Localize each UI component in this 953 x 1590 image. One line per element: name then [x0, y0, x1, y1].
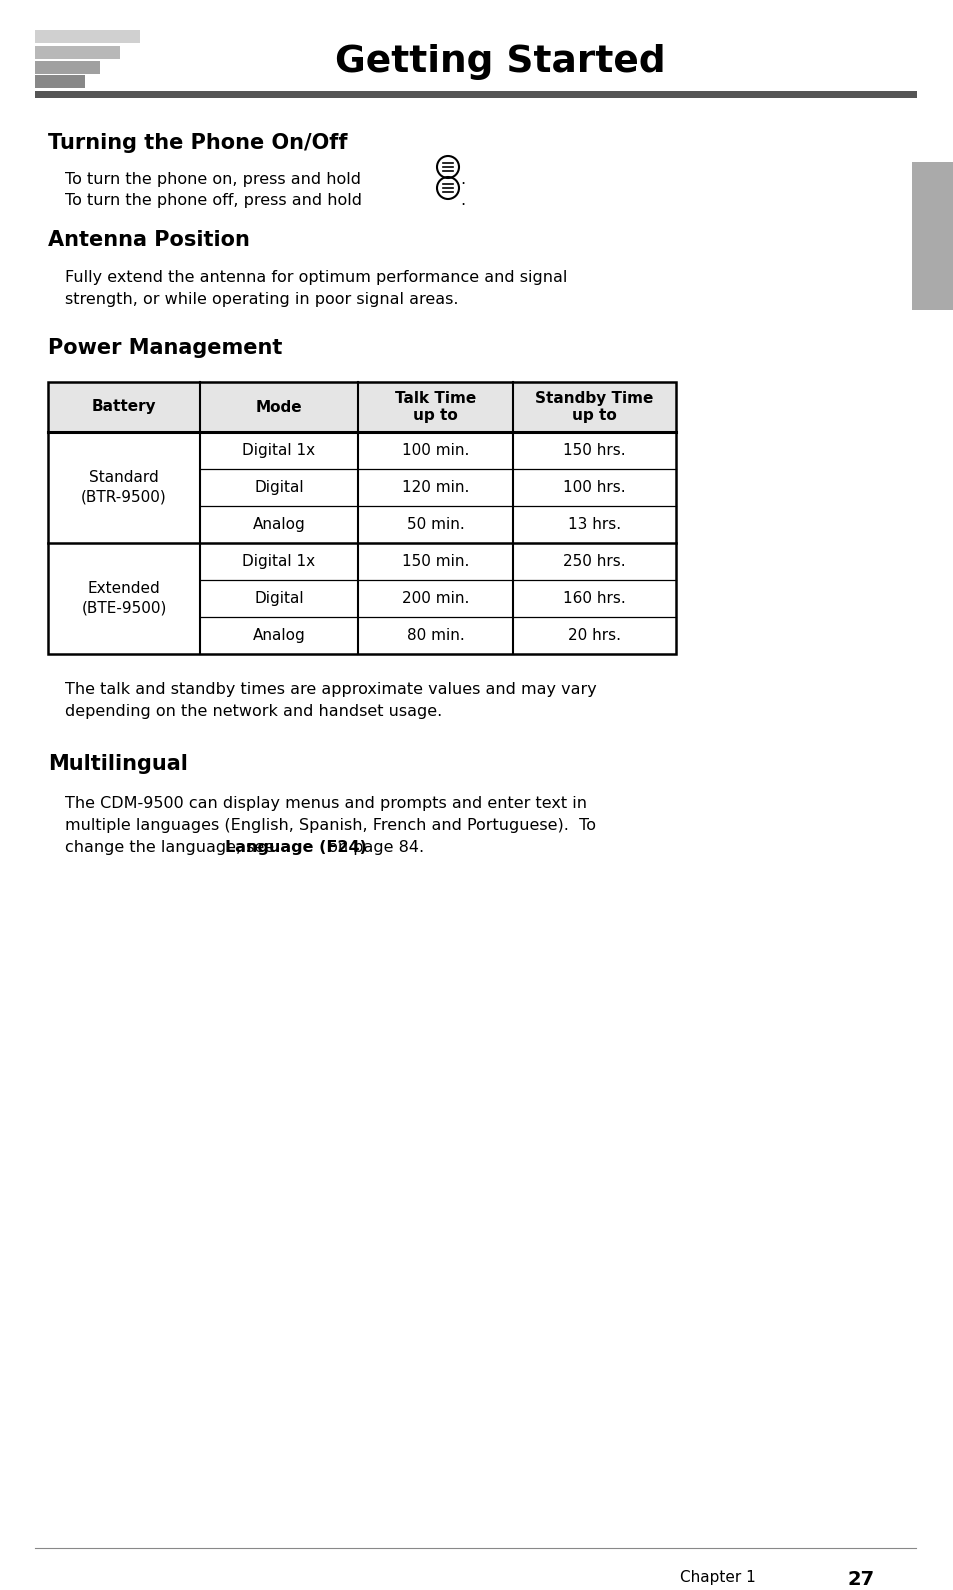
Text: depending on the network and handset usage.: depending on the network and handset usa… — [65, 704, 442, 719]
Bar — [35, 30, 140, 43]
Text: 80 min.: 80 min. — [406, 628, 464, 642]
Text: 100 min.: 100 min. — [401, 444, 469, 458]
Text: 200 min.: 200 min. — [401, 591, 469, 606]
Text: Standby Time
up to: Standby Time up to — [535, 391, 653, 423]
Text: Digital: Digital — [253, 591, 303, 606]
Text: Antenna Position: Antenna Position — [48, 231, 250, 250]
Bar — [35, 46, 120, 59]
Bar — [35, 60, 100, 75]
Text: Digital: Digital — [253, 480, 303, 494]
Text: Talk Time
up to: Talk Time up to — [395, 391, 476, 423]
Text: 150 hrs.: 150 hrs. — [562, 444, 625, 458]
Text: .: . — [459, 172, 465, 188]
Text: 20 hrs.: 20 hrs. — [567, 628, 620, 642]
Text: multiple languages (English, Spanish, French and Portuguese).  To: multiple languages (English, Spanish, Fr… — [65, 817, 596, 833]
Text: Power Management: Power Management — [48, 339, 282, 358]
Text: Turning the Phone On/Off: Turning the Phone On/Off — [48, 134, 347, 153]
Text: 150 min.: 150 min. — [401, 553, 469, 569]
Text: To turn the phone on, press and hold: To turn the phone on, press and hold — [65, 172, 360, 188]
Text: Chapter 1: Chapter 1 — [679, 1569, 755, 1585]
Text: Analog: Analog — [253, 628, 305, 642]
Text: change the language, see: change the language, see — [65, 840, 279, 855]
Bar — [35, 75, 85, 87]
Bar — [48, 382, 676, 432]
Text: on page 84.: on page 84. — [322, 840, 423, 855]
Text: Battery: Battery — [91, 399, 156, 415]
Bar — [911, 162, 953, 310]
Text: Digital 1x: Digital 1x — [242, 553, 315, 569]
Text: The CDM-9500 can display menus and prompts and enter text in: The CDM-9500 can display menus and promp… — [65, 797, 586, 811]
Text: Extended
(BTE-9500): Extended (BTE-9500) — [81, 580, 167, 615]
Text: Standard
(BTR-9500): Standard (BTR-9500) — [81, 471, 167, 506]
Text: Fully extend the antenna for optimum performance and signal: Fully extend the antenna for optimum per… — [65, 270, 567, 285]
Text: Mode: Mode — [255, 399, 302, 415]
Text: Analog: Analog — [253, 517, 305, 533]
Text: 250 hrs.: 250 hrs. — [562, 553, 625, 569]
Text: 100 hrs.: 100 hrs. — [562, 480, 625, 494]
Text: To turn the phone off, press and hold: To turn the phone off, press and hold — [65, 192, 361, 208]
Bar — [35, 91, 916, 99]
Text: 27: 27 — [847, 1569, 874, 1588]
Text: The talk and standby times are approximate values and may vary: The talk and standby times are approxima… — [65, 682, 597, 696]
Text: 50 min.: 50 min. — [406, 517, 464, 533]
Text: 13 hrs.: 13 hrs. — [567, 517, 620, 533]
Text: .: . — [459, 192, 465, 208]
Bar — [48, 382, 676, 653]
Text: Digital 1x: Digital 1x — [242, 444, 315, 458]
Text: 120 min.: 120 min. — [401, 480, 469, 494]
Text: Multilingual: Multilingual — [48, 754, 188, 774]
Text: Language (F24): Language (F24) — [225, 840, 367, 855]
Text: Getting Started: Getting Started — [335, 45, 664, 80]
Text: 160 hrs.: 160 hrs. — [562, 591, 625, 606]
Text: strength, or while operating in poor signal areas.: strength, or while operating in poor sig… — [65, 293, 458, 307]
